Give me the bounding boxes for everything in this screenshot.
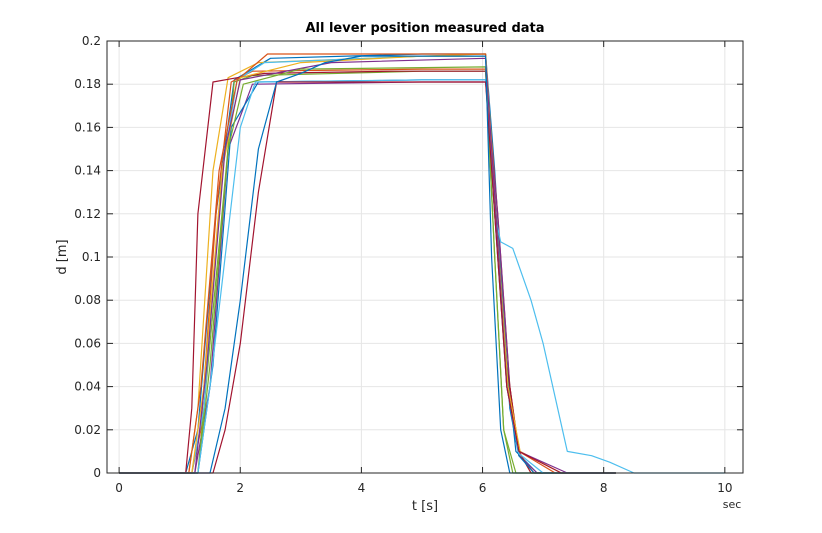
y-tick-label: 0.02	[74, 423, 101, 437]
y-tick-label: 0.08	[74, 293, 101, 307]
y-tick-label: 0.12	[74, 207, 101, 221]
y-tick-label: 0.14	[74, 164, 101, 178]
x-tick-label: 4	[358, 481, 366, 495]
y-tick-label: 0	[93, 466, 101, 480]
y-tick-label: 0.2	[82, 34, 101, 48]
series-layer	[119, 53, 725, 474]
series-line-13	[119, 79, 616, 474]
y-tick-label: 0.1	[82, 250, 101, 264]
series-line-14	[119, 81, 616, 474]
x-tick-label: 8	[600, 481, 608, 495]
x-tick-label: 6	[479, 481, 487, 495]
x-unit-label: sec	[723, 498, 742, 511]
chart-title: All lever position measured data	[305, 21, 544, 36]
y-tick-label: 0.18	[74, 77, 101, 91]
y-tick-label: 0.16	[74, 120, 101, 134]
x-tick-label: 0	[115, 481, 123, 495]
y-tick-label: 0.06	[74, 336, 101, 350]
x-tick-label: 10	[717, 481, 732, 495]
x-axis-label: t [s]	[412, 499, 438, 514]
ticks: 0 2 4 6 8 10 0 0.02 0.04 0.06 0.08 0.1 0.12 0.14 0.16 0…	[74, 34, 743, 495]
series-line-12	[119, 66, 616, 474]
y-axis-label: d [m]	[55, 239, 70, 274]
series-line-15	[119, 55, 616, 474]
x-tick-label: 2	[236, 481, 244, 495]
y-tick-label: 0.04	[74, 380, 101, 394]
